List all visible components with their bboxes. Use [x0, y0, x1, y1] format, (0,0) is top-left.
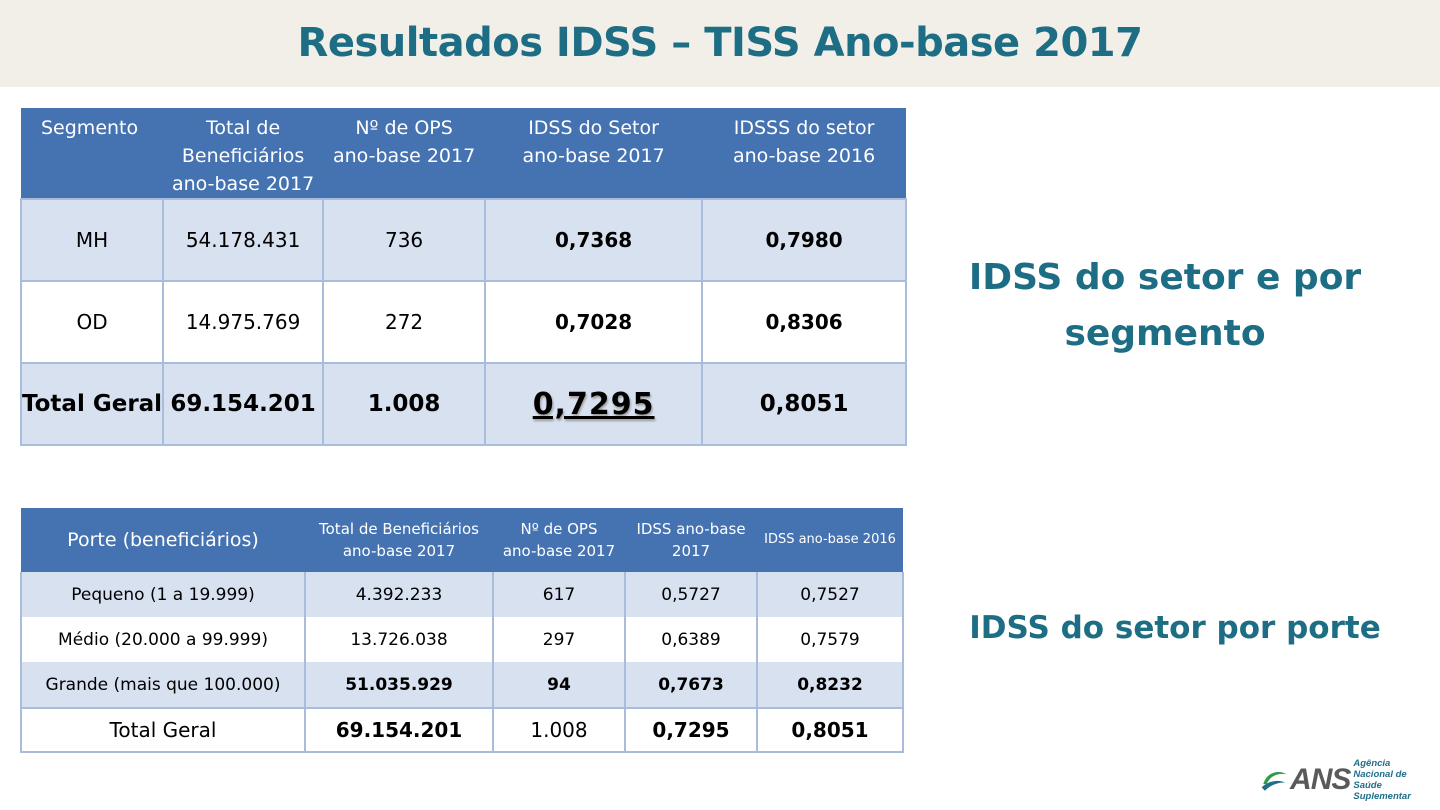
header-ops-l1: Nº de OPS: [355, 117, 453, 139]
beneficiarios-cell: 54.178.431: [162, 198, 325, 282]
header-beneficiarios-l1: Total de Beneficiários: [319, 520, 479, 538]
idss-2016-cell: 0,7579: [756, 617, 904, 662]
segmento-cell: Total Geral: [19, 362, 165, 446]
idss-2017-cell: 0,7368: [484, 198, 704, 282]
idss-2017-cell: 0,7295: [484, 362, 704, 446]
header-ops-l2: ano-base 2017: [502, 542, 616, 560]
idss-2016-cell: 0,7527: [756, 572, 904, 617]
beneficiarios-cell: 14.975.769: [162, 280, 325, 364]
logo-subtitle: Agência Nacional de Saúde Suplementar: [1353, 758, 1430, 802]
segment-caption: IDSS do setor e por segmento: [960, 250, 1370, 362]
ops-cell: 1.008: [322, 362, 487, 446]
header-idss-2017: IDSS ano-base 2017: [625, 508, 757, 572]
header-idss-2017-l2: ano-base 2017: [522, 145, 665, 167]
header-ops-l1: Nº de OPS: [520, 520, 598, 538]
segmento-cell: MH: [19, 198, 165, 282]
idss-2016-cell: 0,7980: [701, 198, 908, 282]
idss-2017-total-value: 0,7295: [532, 386, 655, 422]
ops-cell: 617: [492, 572, 625, 617]
header-beneficiarios: Total de Beneficiários ano-base 2017: [163, 108, 324, 199]
segment-caption-l1: IDSS do setor e por: [968, 257, 1362, 298]
table-row: Pequeno (1 a 19.999) 4.392.233 617 0,572…: [20, 572, 904, 617]
table-row: OD 14.975.769 272 0,7028 0,8306: [19, 280, 908, 364]
header-idss-2016-l2: ano-base 2016: [732, 145, 876, 167]
beneficiarios-cell: 69.154.201: [304, 707, 493, 753]
header-segmento: Segmento: [21, 108, 164, 199]
logo-subtitle-l1: Agência Nacional de: [1353, 758, 1407, 780]
header-idss-2016-l1: IDSSS do setor: [733, 117, 875, 139]
porte-cell: Grande (mais que 100.000): [20, 662, 305, 708]
ops-cell: 1.008: [492, 707, 625, 753]
idss-2017-cell: 0,7673: [624, 662, 757, 708]
ops-cell: 297: [492, 617, 625, 662]
table-row-total: Total Geral 69.154.201 1.008 0,7295 0,80…: [19, 362, 908, 446]
idss-2017-cell: 0,7028: [484, 280, 704, 364]
table-row: Grande (mais que 100.000) 51.035.929 94 …: [20, 662, 904, 708]
header-beneficiarios-l1: Total de: [205, 117, 281, 139]
table-row: MH 54.178.431 736 0,7368 0,7980: [19, 198, 908, 282]
header-ops: Nº de OPS ano-base 2017: [323, 108, 486, 199]
idss-2016-cell: 0,8232: [756, 662, 904, 708]
ops-cell: 272: [322, 280, 487, 364]
ans-swoosh-icon: [1261, 772, 1287, 791]
idss-2016-cell: 0,8306: [701, 280, 908, 364]
ops-cell: 94: [492, 662, 625, 708]
header-idss-2017-l2: 2017: [671, 542, 711, 560]
idss-2016-cell: 0,8051: [701, 362, 908, 446]
page-title: Resultados IDSS – TISS Ano-base 2017: [297, 20, 1143, 66]
header-idss-2017-l1: IDSS ano-base: [636, 520, 746, 538]
segment-table: Segmento Total de Beneficiários ano-base…: [19, 108, 908, 446]
porte-table: Porte (beneficiários) Total de Beneficiá…: [20, 508, 904, 753]
header-beneficiarios-l2: Beneficiários: [181, 145, 305, 167]
beneficiarios-cell: 51.035.929: [304, 662, 493, 708]
header-beneficiarios: Total de Beneficiários ano-base 2017: [305, 508, 493, 572]
segmento-cell: OD: [19, 280, 165, 364]
idss-2016-cell: 0,8051: [756, 707, 904, 753]
ops-cell: 736: [322, 198, 487, 282]
title-bar: Resultados IDSS – TISS Ano-base 2017: [0, 0, 1440, 87]
header-idss-2016: IDSSS do setor ano-base 2016: [702, 108, 907, 199]
beneficiarios-cell: 69.154.201: [162, 362, 325, 446]
table-row: Médio (20.000 a 99.999) 13.726.038 297 0…: [20, 617, 904, 662]
header-ops: Nº de OPS ano-base 2017: [493, 508, 625, 572]
header-ops-l2: ano-base 2017: [332, 145, 476, 167]
beneficiarios-cell: 13.726.038: [304, 617, 493, 662]
ans-logo: ANS Agência Nacional de Saúde Suplementa…: [1260, 758, 1430, 802]
logo-subtitle-l2: Saúde Suplementar: [1353, 780, 1411, 802]
porte-table-header: Porte (beneficiários) Total de Beneficiá…: [21, 508, 903, 572]
header-idss-2016: IDSS ano-base 2016: [757, 508, 903, 572]
idss-2017-cell: 0,7295: [624, 707, 757, 753]
idss-2017-cell: 0,5727: [624, 572, 757, 617]
beneficiarios-cell: 4.392.233: [304, 572, 493, 617]
porte-cell: Médio (20.000 a 99.999): [20, 617, 305, 662]
segment-table-header: Segmento Total de Beneficiários ano-base…: [21, 108, 907, 199]
porte-cell: Pequeno (1 a 19.999): [20, 572, 305, 617]
segment-caption-l2: segmento: [1064, 313, 1266, 354]
table-row-total: Total Geral 69.154.201 1.008 0,7295 0,80…: [20, 707, 904, 753]
porte-caption: IDSS do setor por porte: [969, 610, 1381, 646]
header-idss-2017-l1: IDSS do Setor: [528, 117, 659, 139]
idss-2017-cell: 0,6389: [624, 617, 757, 662]
header-beneficiarios-l3: ano-base 2017: [171, 173, 315, 195]
porte-cell: Total Geral: [20, 707, 305, 753]
header-idss-2017: IDSS do Setor ano-base 2017: [485, 108, 703, 199]
logo-text: ANS: [1290, 763, 1351, 796]
header-beneficiarios-l2: ano-base 2017: [342, 542, 456, 560]
header-porte: Porte (beneficiários): [21, 508, 305, 572]
